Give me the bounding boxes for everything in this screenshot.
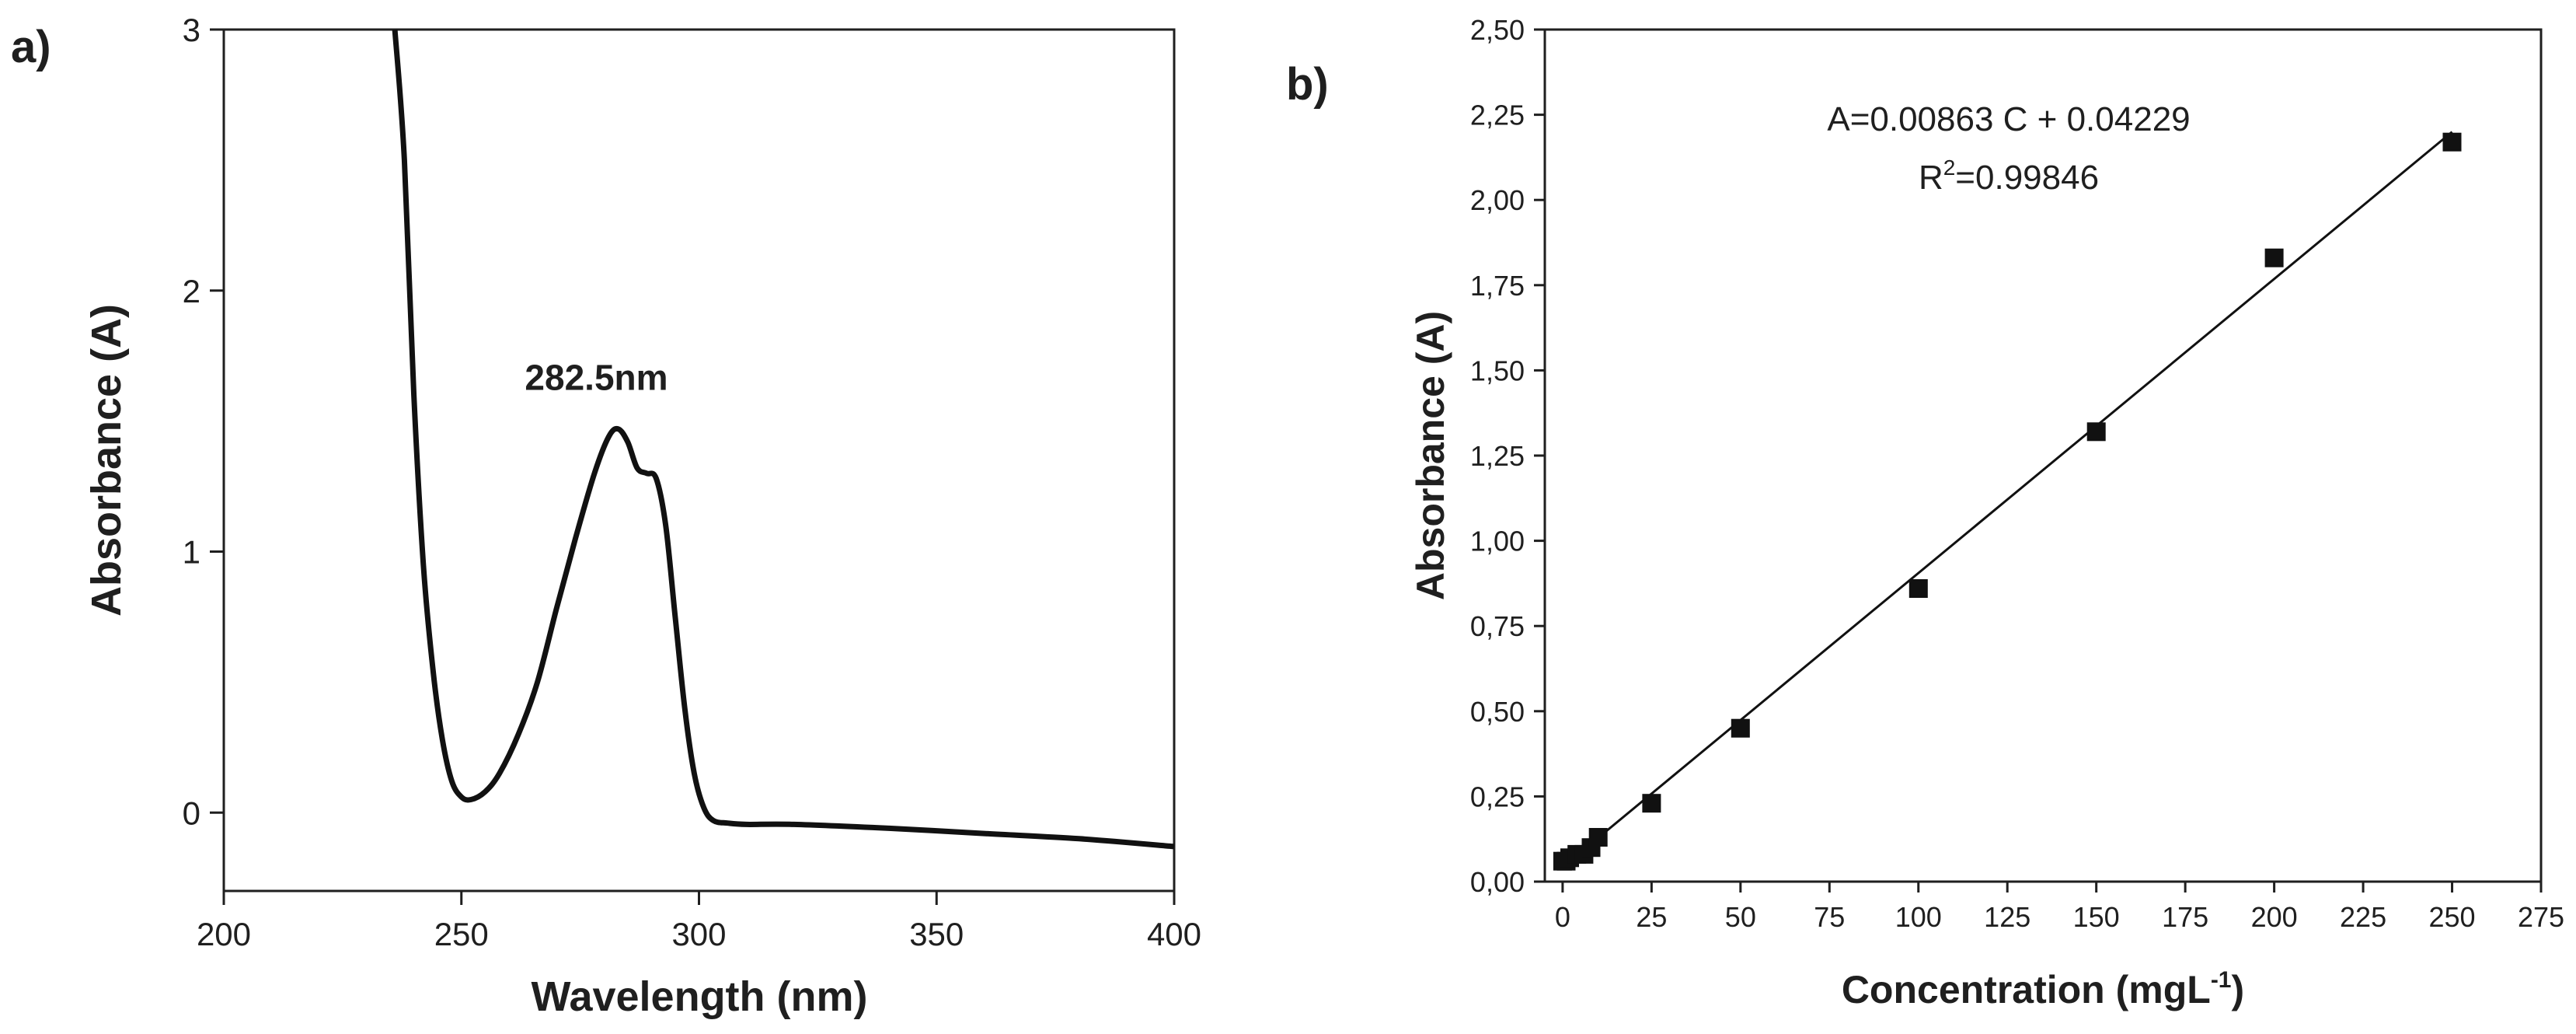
y-tick-label: 1,00 [1470,526,1525,557]
y-tick-label: 1,75 [1470,270,1525,302]
y-tick-label: 3 [183,12,200,48]
y-tick-label: 2 [183,273,200,309]
panel-b-chart: b) 0,00 0,25 0,50 0,75 1,00 1,25 1,50 1,75 2,00 2… [1286,14,2564,1011]
panel-a-peak-annotation: 282.5nm [525,358,668,398]
panel-b-x-axis-label: Concentration (mgL-1) [1842,967,2244,1011]
x-tick-label: 250 [2428,901,2475,933]
panel-b-equation: A=0.00863 C + 0.04229 [1827,100,2190,138]
panel-b-plot-frame [1543,28,2543,883]
panel-b-r-squared: R2=0.99846 [1919,155,2099,197]
panel-b-data-points [1553,132,2462,871]
y-tick-label: 0,00 [1470,866,1525,898]
data-point [2442,132,2462,152]
y-tick-label: 2,25 [1470,100,1525,131]
panel-b-y-axis-label: Absorbance (A) [1409,311,1452,600]
x-tick-label: 350 [909,916,964,952]
y-tick-label: 2,00 [1470,184,1525,216]
panel-b-y-ticks: 0,00 0,25 0,50 0,75 1,00 1,25 1,50 1,75 2,00 2,25… [1470,14,1545,898]
y-tick-label: 0,50 [1470,696,1525,728]
y-tick-label: 2,50 [1470,14,1525,46]
x-tick-label: 200 [2251,901,2298,933]
panel-a-y-ticks: 0 1 2 3 [183,12,224,831]
x-tick-label: 50 [1725,901,1756,933]
data-point [2086,422,2106,442]
panel-b-fit-line [1561,131,2453,868]
x-tick-label: 200 [197,916,251,952]
x-tick-label: 300 [671,916,726,952]
x-tick-label: 100 [1895,901,1942,933]
y-tick-label: 1 [183,534,200,571]
panel-a-spectrum-line [392,29,1175,850]
y-tick-label: 1,25 [1470,440,1525,472]
data-point [1642,794,1661,813]
x-tick-label: 225 [2340,901,2386,933]
data-point [1588,828,1608,847]
data-point [1731,718,1750,738]
panel-a-label: a) [11,22,51,72]
panel-a-x-ticks: 200 250 300 350 400 [197,891,1201,952]
x-tick-label: 25 [1636,901,1667,933]
x-tick-label: 150 [2073,901,2120,933]
panel-a-y-axis-label: Absorbance (A) [83,304,130,617]
y-tick-label: 0,25 [1470,781,1525,812]
data-point [2264,248,2284,267]
x-tick-label: 175 [2162,901,2208,933]
panel-b-label: b) [1286,59,1329,110]
data-point [1908,579,1928,598]
x-tick-label: 0 [1555,901,1570,933]
panel-a-chart: a) 0 1 2 3 200 250 300 350 400 282.5nm Waveleng… [11,12,1201,1020]
x-tick-label: 275 [2518,901,2564,933]
panel-a-x-axis-label: Wavelength (nm) [531,973,867,1020]
panel-b-x-ticks: 0 25 50 75 100 125 150 175 200 225 250 275 [1555,882,2564,933]
panel-a-plot-frame [222,28,1176,893]
y-tick-label: 0 [183,795,200,831]
y-tick-label: 1,50 [1470,355,1525,386]
x-tick-label: 400 [1147,916,1201,952]
y-tick-label: 0,75 [1470,610,1525,642]
x-tick-label: 125 [1984,901,2030,933]
x-tick-label: 250 [434,916,489,952]
x-tick-label: 75 [1814,901,1845,933]
